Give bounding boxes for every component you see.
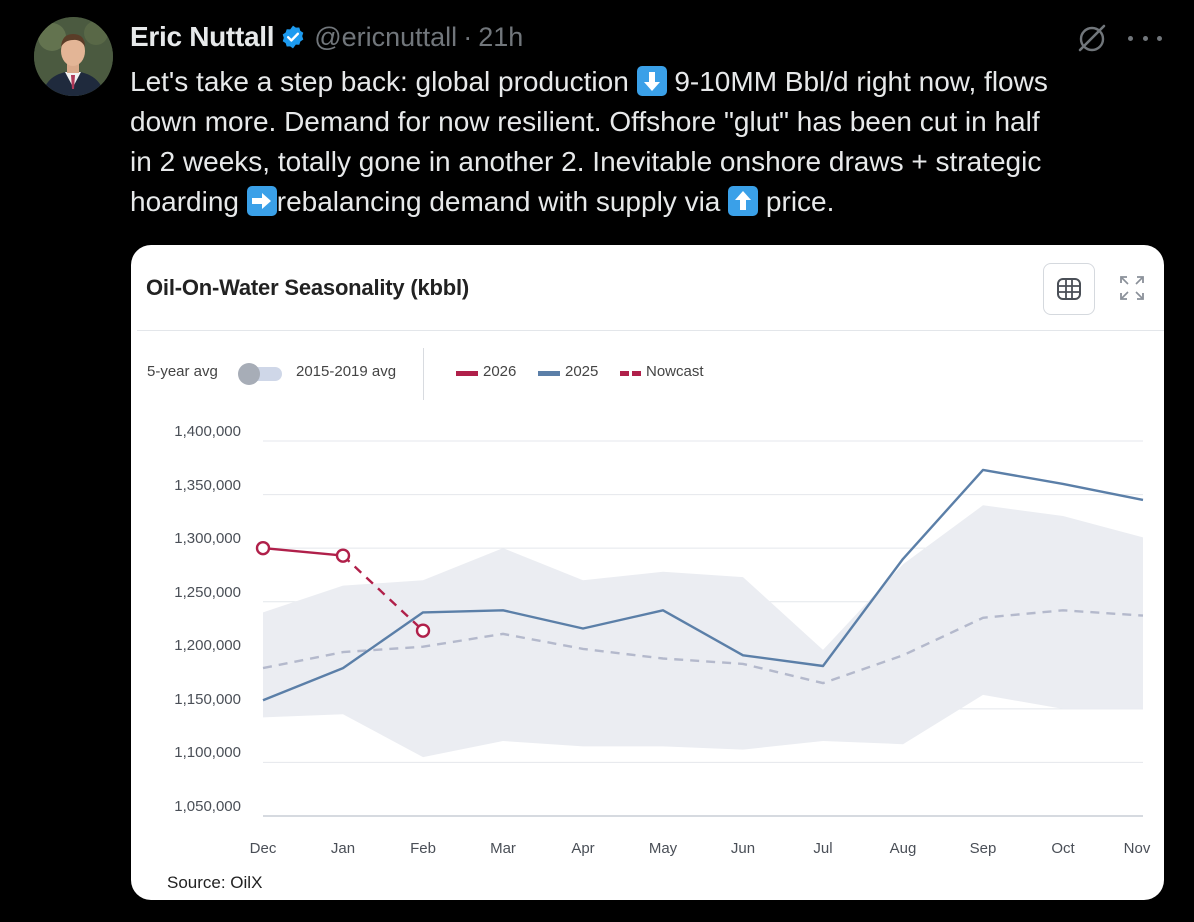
legend-swatch-nowcast-b — [632, 371, 641, 376]
x-tick-label: Aug — [889, 840, 917, 857]
y-tick-label: 1,350,000 — [174, 476, 241, 494]
y-tick-label: 1,300,000 — [174, 530, 241, 548]
x-tick-label: Mar — [490, 840, 516, 857]
down-arrow-emoji — [636, 66, 667, 96]
tweet-text-part-4: price. — [758, 186, 835, 217]
legend-swatch-nowcast-a — [620, 371, 629, 376]
toggle-label-5-year: 5-year avg — [147, 363, 218, 380]
data-point-2026[interactable] — [255, 540, 271, 556]
legend-label-2025[interactable]: 2025 — [565, 363, 599, 380]
chart-title: Oil-On-Water Seasonality (kbbl) — [146, 275, 470, 300]
chart-source: Source: OilX — [167, 873, 263, 892]
legend-label-nowcast[interactable]: Nowcast — [646, 363, 704, 380]
average-line — [262, 609, 1144, 685]
y-tick-label: 1,050,000 — [174, 798, 241, 815]
y-tick-label: 1,100,000 — [174, 744, 241, 762]
tweet-text: Let's take a step back: global productio… — [130, 62, 1170, 222]
table-view-button[interactable] — [1043, 263, 1095, 315]
data-point-2026[interactable] — [335, 548, 351, 563]
x-tick-label: Jun — [730, 840, 756, 857]
average-toggle[interactable] — [238, 363, 282, 385]
x-tick-label: Oct — [1051, 840, 1075, 857]
legend-swatch-2026 — [456, 371, 478, 376]
x-tick-label: Nov — [1123, 840, 1151, 857]
legend-label-2026[interactable]: 2026 — [483, 363, 517, 380]
chart-plot[interactable] — [131, 245, 1164, 900]
author-avatar[interactable] — [34, 17, 113, 96]
x-tick-label: Apr — [571, 840, 595, 857]
x-tick-label: Jul — [813, 840, 833, 857]
series-line-2026[interactable] — [262, 546, 344, 557]
legend-divider — [423, 348, 424, 400]
tweet-text-part-2: 9-10MM Bbl/d right now, flows down more.… — [130, 66, 1048, 217]
chart-card[interactable]: Oil-On-Water Seasonality (kbbl) 5-year a… — [131, 245, 1164, 900]
legend-swatch-2025 — [538, 371, 560, 376]
series-line-2025[interactable] — [262, 468, 1144, 702]
table-icon — [1057, 278, 1081, 300]
x-tick-label: Sep — [969, 840, 997, 857]
tweet-timestamp[interactable]: 21h — [478, 21, 524, 52]
x-tick-label: Dec — [249, 840, 277, 857]
card-divider — [137, 330, 1164, 331]
avatar-image — [34, 17, 113, 96]
tweet-header: Eric Nuttall @ericnuttall · 21h — [130, 20, 523, 54]
tweet-text-part-3: rebalancing demand with supply via — [276, 186, 729, 217]
tweet-text-part-1: Let's take a step back: global productio… — [130, 66, 637, 97]
range-band — [263, 505, 1143, 758]
verified-badge-icon[interactable] — [280, 24, 306, 50]
expand-icon[interactable] — [1119, 275, 1145, 301]
toggle-label-2015-2019: 2015-2019 avg — [296, 363, 397, 380]
author-handle[interactable]: @ericnuttall — [314, 21, 458, 52]
right-arrow-emoji — [246, 186, 277, 216]
up-arrow-emoji — [728, 186, 759, 216]
data-point-nowcast[interactable] — [415, 623, 431, 638]
x-tick-label: Feb — [410, 840, 436, 857]
header-separator: · — [463, 21, 473, 52]
series-line-nowcast[interactable] — [342, 554, 424, 632]
y-tick-label: 1,200,000 — [174, 637, 241, 655]
y-tick-label: 1,250,000 — [174, 583, 241, 601]
more-options-icon[interactable] — [1128, 24, 1162, 52]
x-tick-label: May — [648, 840, 678, 857]
y-tick-label: 1,150,000 — [174, 690, 241, 708]
x-tick-label: Jan — [330, 840, 356, 857]
grok-icon[interactable] — [1076, 22, 1108, 54]
author-name[interactable]: Eric Nuttall — [130, 21, 275, 52]
y-tick-label: 1,400,000 — [174, 423, 241, 440]
